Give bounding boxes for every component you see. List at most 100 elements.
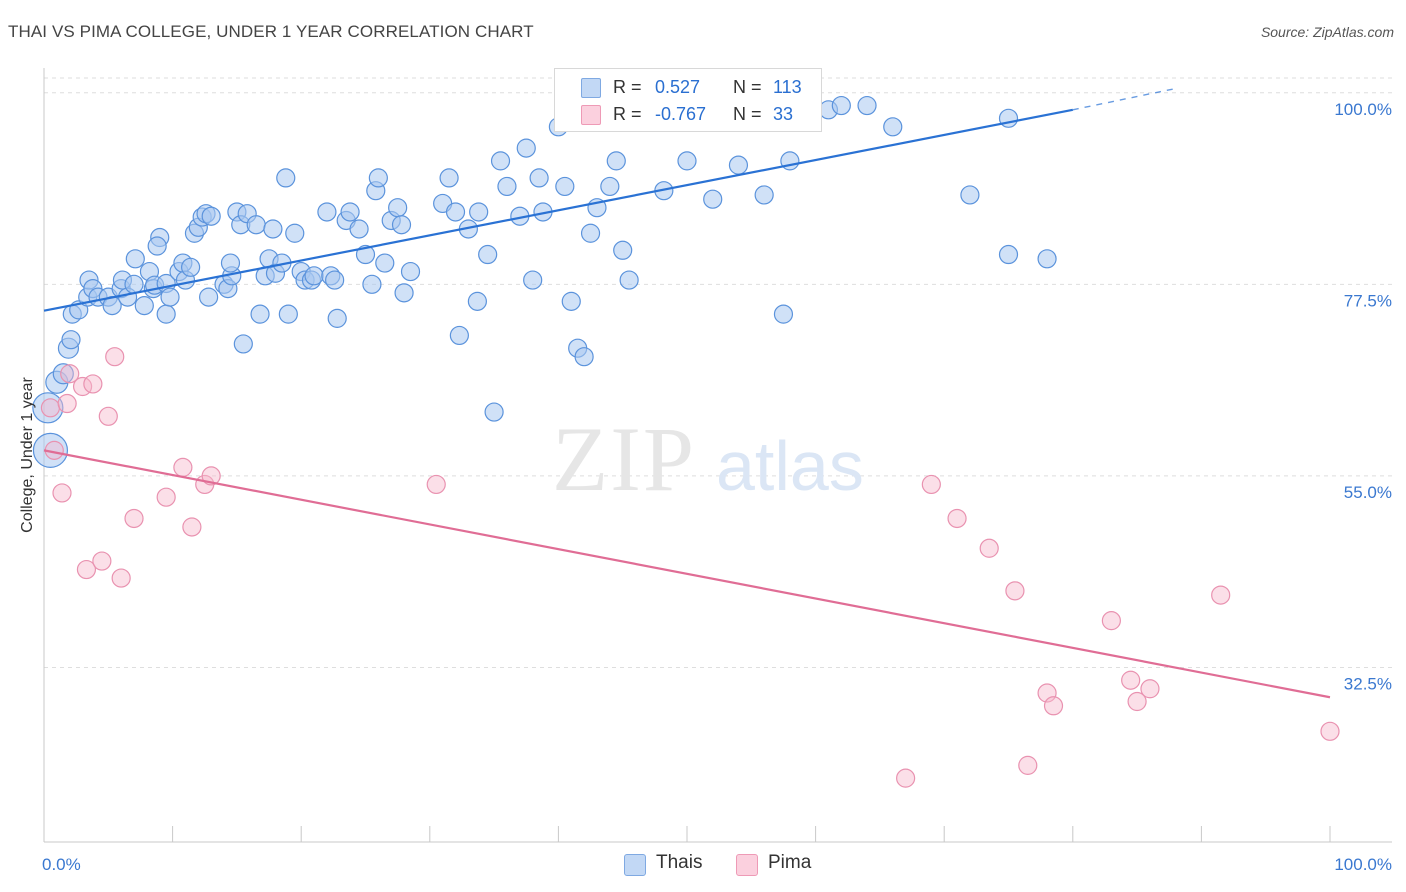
- legend-label-thais: Thais: [656, 852, 703, 873]
- pima-point: [979, 538, 999, 558]
- thais-point: [469, 202, 489, 222]
- thais-point: [580, 223, 601, 243]
- thais-point: [555, 176, 575, 197]
- thais-point: [857, 95, 877, 116]
- y-axis-label: College, Under 1 year: [19, 377, 36, 533]
- thais-point: [61, 330, 81, 350]
- pima-point: [40, 398, 61, 418]
- pima-point: [173, 457, 193, 477]
- x-tick-label: 0.0%: [42, 855, 81, 874]
- pima-point: [1101, 611, 1121, 631]
- thais-point: [960, 185, 980, 205]
- pima-point: [52, 483, 72, 503]
- thais-point: [285, 223, 305, 243]
- pima-point: [1127, 691, 1147, 712]
- thais-point: [703, 189, 723, 209]
- legend-row-pima: R = -0.767 N = 33: [555, 101, 821, 127]
- pima-point: [111, 568, 131, 588]
- pima-points: [40, 347, 1340, 788]
- legend-label-pima: Pima: [768, 852, 812, 873]
- thais-point: [391, 215, 412, 235]
- pima-point: [201, 466, 221, 486]
- pima-point: [426, 474, 446, 495]
- thais-trend-extension: [1072, 87, 1176, 111]
- thais-point: [677, 151, 697, 171]
- thais-point: [199, 287, 219, 307]
- thais-point: [600, 176, 620, 197]
- legend-n-value: 113: [773, 77, 802, 97]
- thais-point: [773, 304, 794, 324]
- tick-labels: 32.5% 55.0% 77.5% 100.0% 0.0% 100.0%: [42, 100, 1392, 874]
- thais-point: [388, 198, 408, 218]
- thais-point: [125, 249, 145, 269]
- thais-point: [124, 274, 144, 294]
- legend-r-value: -0.767: [655, 104, 707, 124]
- legend-r-value: 0.527: [655, 77, 701, 97]
- pima-point: [1121, 670, 1141, 690]
- thais-point: [754, 185, 774, 205]
- thais-point: [445, 202, 466, 222]
- thais-point: [317, 202, 337, 222]
- legend-r-label: R =: [613, 104, 642, 124]
- watermark-atlas: atlas: [716, 427, 864, 505]
- thais-point: [728, 155, 749, 175]
- thais-point: [497, 176, 517, 197]
- pima-point: [182, 517, 202, 537]
- thais-point: [613, 240, 633, 260]
- thais-point: [233, 334, 253, 354]
- thais-point: [156, 304, 176, 324]
- y-tick-label: 55.0%: [1344, 483, 1392, 502]
- pima-point: [1018, 755, 1038, 775]
- legend-n-label: N =: [733, 104, 762, 124]
- trend-lines: [43, 87, 1331, 699]
- y-tick-label: 100.0%: [1334, 100, 1392, 119]
- thais-point: [831, 95, 851, 116]
- pima-point: [1140, 679, 1160, 699]
- legend-r-label: R =: [613, 77, 642, 97]
- legend-swatch-thais: [581, 78, 601, 98]
- pima-point: [1005, 581, 1025, 601]
- source-label: Source: ZipAtlas.com: [1260, 24, 1394, 40]
- legend-swatch-pima: [581, 105, 601, 125]
- thais-point: [181, 257, 201, 277]
- thais-point: [467, 291, 487, 311]
- chart-title: THAI VS PIMA COLLEGE, UNDER 1 YEAR CORRE…: [8, 22, 534, 41]
- thais-point: [606, 151, 626, 171]
- y-tick-label: 32.5%: [1344, 674, 1392, 693]
- legend-n-value: 33: [773, 104, 794, 124]
- thais-point: [574, 347, 594, 367]
- watermark: ZIP atlas: [552, 408, 864, 510]
- thais-point: [449, 325, 469, 346]
- thais-point: [304, 266, 324, 286]
- legend-swatch-thais: [624, 854, 646, 876]
- pima-point: [83, 374, 103, 394]
- thais-point: [340, 202, 360, 222]
- thais-point: [246, 215, 266, 235]
- pima-point: [896, 768, 916, 788]
- thais-point: [147, 236, 167, 256]
- thais-point: [134, 296, 154, 316]
- thais-point: [160, 287, 180, 307]
- thais-point: [400, 261, 421, 282]
- thais-point: [278, 304, 298, 324]
- thais-point: [250, 304, 270, 324]
- thais-point: [439, 168, 459, 188]
- pima-point: [921, 474, 941, 495]
- pima-point: [947, 508, 967, 529]
- pima-point: [1320, 721, 1340, 741]
- pima-point: [1211, 585, 1231, 605]
- pima-point: [105, 347, 125, 367]
- thais-point: [362, 274, 382, 294]
- x-tick-label: 100.0%: [1334, 855, 1392, 874]
- thais-point: [263, 219, 283, 239]
- thais-point: [490, 151, 511, 171]
- thais-point: [394, 283, 414, 303]
- thais-point: [529, 168, 549, 188]
- thais-point: [561, 291, 581, 311]
- thais-point: [349, 219, 369, 239]
- thais-point: [325, 270, 345, 290]
- thais-point: [32, 432, 69, 468]
- thais-point: [478, 244, 498, 265]
- thais-point: [355, 244, 376, 265]
